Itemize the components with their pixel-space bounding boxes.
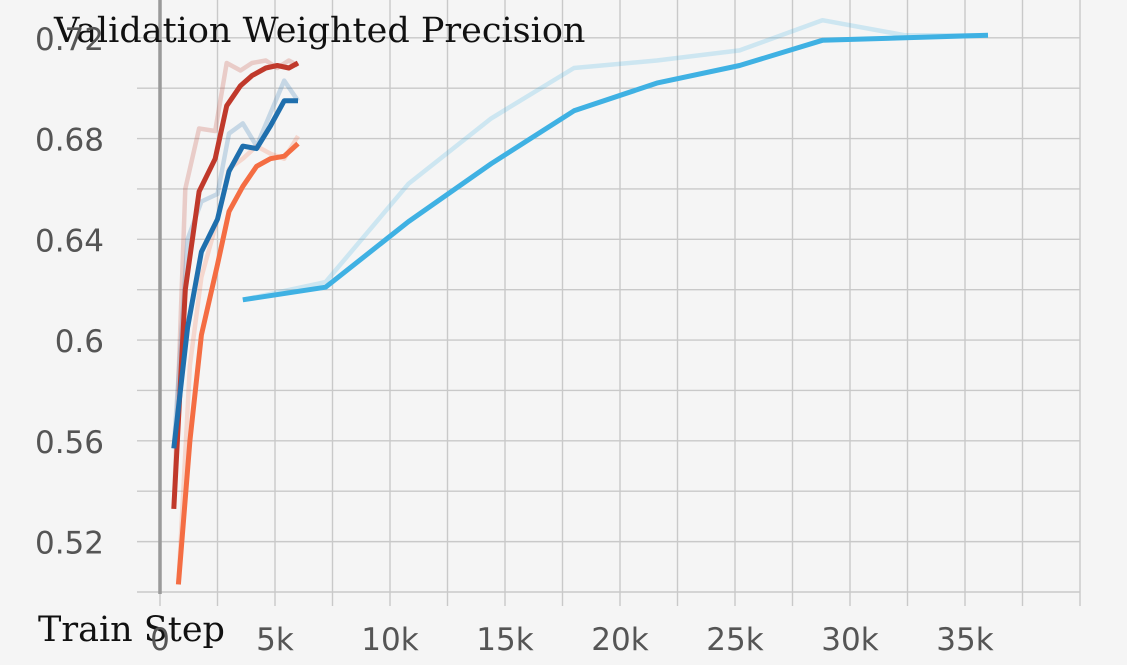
- chart-title: Validation Weighted Precision: [53, 11, 585, 51]
- y-tick-label: 0.6: [55, 324, 104, 360]
- series-1-raw-line: [171, 78, 300, 449]
- x-tick-label: 10k: [361, 622, 418, 658]
- y-tick-label: 0.68: [35, 123, 104, 159]
- x-axis-label: Train Step: [38, 610, 225, 650]
- x-tick-label: 0: [150, 622, 170, 658]
- series-3-line: [242, 32, 989, 303]
- x-tick-label: 15k: [476, 622, 533, 658]
- x-tick-label: 20k: [591, 622, 648, 658]
- series-1-line: [171, 98, 298, 449]
- series-3-raw-line: [242, 17, 988, 303]
- y-tick-label: 0.64: [35, 223, 104, 259]
- x-tick-label: 5k: [256, 622, 294, 658]
- y-tick-label: 0.52: [35, 526, 104, 562]
- x-tick-label: 25k: [706, 622, 763, 658]
- series-0-line: [171, 60, 300, 510]
- x-tick-label: 30k: [821, 622, 878, 658]
- y-tick-label: 0.72: [35, 22, 104, 58]
- y-tick-label: 0.56: [35, 425, 104, 461]
- series-2-line: [175, 141, 300, 585]
- x-tick-label: 35k: [936, 622, 993, 658]
